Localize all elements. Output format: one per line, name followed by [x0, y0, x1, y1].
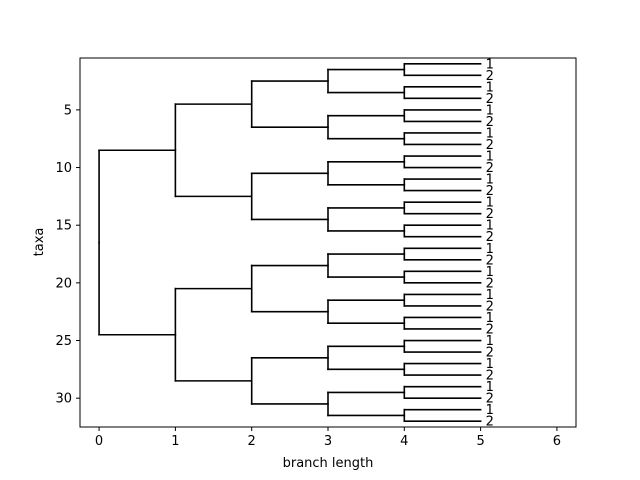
y-tick-label: 20: [55, 276, 72, 291]
leaf-label: 2: [486, 299, 494, 314]
leaf-label: 2: [486, 69, 494, 84]
leaf-label: 2: [486, 115, 494, 130]
leaf-label: 1: [486, 334, 494, 349]
leaf-label: 2: [486, 161, 494, 176]
leaf-label: 1: [486, 403, 494, 418]
leaf-label: 2: [486, 92, 494, 107]
leaf-label: 2: [486, 346, 494, 361]
leaf-label: 1: [486, 311, 494, 326]
leaf-label: 1: [486, 357, 494, 372]
leaf-label: 2: [486, 184, 494, 199]
leaf-label: 2: [486, 415, 494, 430]
leaf-label: 2: [486, 369, 494, 384]
y-tick-label: 10: [55, 161, 72, 176]
x-tick-label: 1: [171, 434, 179, 449]
x-tick-label: 5: [476, 434, 484, 449]
x-axis-label: branch length: [283, 456, 374, 471]
y-tick-label: 15: [55, 219, 72, 234]
x-axis-ticks: 0 1 2 3 4 5 6: [95, 427, 561, 449]
leaf-label: 2: [486, 322, 494, 337]
leaf-label: 1: [486, 242, 494, 257]
leaf-label: 1: [486, 126, 494, 141]
y-tick-label: 25: [55, 334, 72, 349]
y-axis-ticks: 5 10 15 20 25 30: [55, 103, 80, 407]
leaf-label: 2: [486, 207, 494, 222]
leaf-label: 1: [486, 173, 494, 188]
x-tick-label: 0: [95, 434, 103, 449]
x-tick-label: 4: [400, 434, 408, 449]
plot-frame: [79, 57, 577, 428]
leaf-label: 1: [486, 80, 494, 95]
x-tick-label: 6: [553, 434, 561, 449]
leaf-label: 2: [486, 230, 494, 245]
leaf-label: 1: [486, 265, 494, 280]
y-tick-label: 30: [55, 392, 72, 407]
x-tick-label: 3: [324, 434, 332, 449]
leaf-label: 1: [486, 380, 494, 395]
leaf-label: 1: [486, 103, 494, 118]
y-tick-label: 5: [64, 103, 72, 118]
leaf-label: 2: [486, 138, 494, 153]
leaf-label: 1: [486, 57, 494, 72]
leaf-label: 1: [486, 196, 494, 211]
tree-branches: [98, 62, 482, 423]
leaf-label: 1: [486, 219, 494, 234]
leaf-label: 2: [486, 392, 494, 407]
leaf-label: 2: [486, 253, 494, 268]
leaf-label: 1: [486, 150, 494, 165]
leaf-label: 2: [486, 276, 494, 291]
y-axis-label: taxa: [32, 228, 47, 257]
leaf-label: 1: [486, 288, 494, 303]
x-tick-label: 2: [248, 434, 256, 449]
